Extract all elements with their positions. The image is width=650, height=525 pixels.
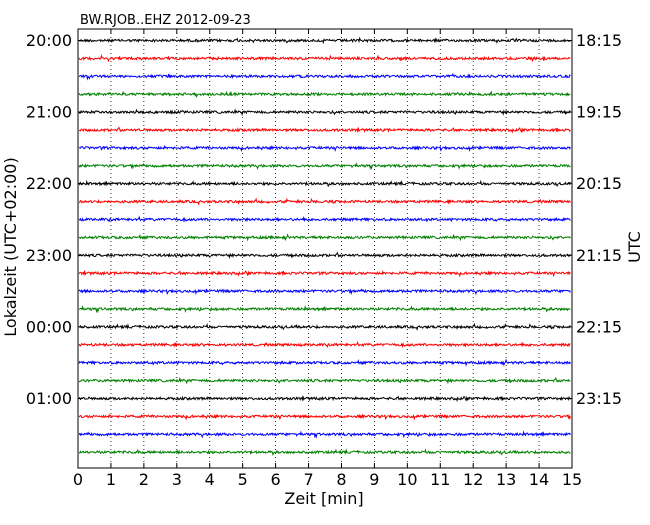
seismic-trace (78, 395, 571, 403)
y-tick-label-left: 01:00 (26, 389, 72, 408)
x-tick-label: 1 (106, 470, 116, 489)
y-axis-right-label: UTC (625, 231, 644, 263)
x-tick-label: 4 (205, 470, 215, 489)
seismic-trace (78, 233, 571, 242)
seismic-trace (78, 270, 571, 278)
x-tick-label: 8 (336, 470, 346, 489)
y-tick-label-left: 20:00 (26, 31, 72, 50)
x-tick-label: 5 (238, 470, 248, 489)
x-tick-label: 7 (303, 470, 313, 489)
x-tick-label: 2 (139, 470, 149, 489)
seismic-trace (78, 108, 571, 117)
y-tick-label-right: 21:15 (576, 246, 622, 265)
seismic-trace (78, 161, 571, 171)
x-tick-label: 10 (397, 470, 417, 489)
y-tick-label-left: 00:00 (26, 317, 72, 336)
y-tick-label-left: 23:00 (26, 246, 72, 265)
seismic-trace (78, 54, 571, 63)
seismic-trace (78, 36, 571, 45)
x-tick-label: 3 (172, 470, 182, 489)
seismic-trace (78, 90, 571, 99)
seismic-trace (78, 179, 571, 188)
y-axis-right: 18:15 19:15 20:15 21:15 22:15 23:15 (567, 31, 622, 408)
seismic-trace (78, 288, 571, 296)
seismic-trace (78, 144, 571, 153)
chart-title: BW.RJOB..EHZ 2012-09-23 (80, 13, 251, 28)
seismic-trace (78, 376, 571, 385)
x-tick-label: 14 (529, 470, 549, 489)
seismic-trace (78, 448, 571, 456)
x-tick-label: 9 (369, 470, 379, 489)
seismic-trace (78, 215, 571, 223)
y-axis-left: 20:00 21:00 22:00 23:00 00:00 01:00 (26, 31, 83, 408)
seismic-trace (78, 126, 571, 134)
x-axis-label: Zeit [min] (284, 489, 363, 508)
x-tick-label: 12 (463, 470, 483, 489)
x-tick-label: 6 (271, 470, 281, 489)
x-tick-label: 15 (562, 470, 582, 489)
seismic-trace (78, 358, 571, 367)
x-tick-label: 0 (73, 470, 83, 489)
seismic-trace (78, 73, 571, 81)
y-tick-label-right: 19:15 (576, 103, 622, 122)
y-tick-label-right: 23:15 (576, 389, 622, 408)
x-axis: 0 1 2 3 4 5 6 7 8 9 10 11 12 13 14 15 (73, 29, 582, 489)
seismic-trace (78, 251, 571, 260)
seismic-trace (78, 430, 571, 439)
y-tick-label-left: 21:00 (26, 103, 72, 122)
seismic-trace (78, 340, 571, 349)
x-tick-label: 11 (430, 470, 450, 489)
seismic-trace (78, 322, 571, 331)
y-tick-label-left: 22:00 (26, 174, 72, 193)
y-axis-left-label: Lokalzeit (UTC+02:00) (1, 157, 20, 336)
seismic-traces (78, 36, 571, 456)
y-tick-label-right: 18:15 (576, 31, 622, 50)
x-tick-label: 13 (496, 470, 516, 489)
y-tick-label-right: 22:15 (576, 317, 622, 336)
plot-frame (77, 28, 573, 469)
seismic-trace (78, 413, 571, 421)
seismic-trace (78, 197, 571, 206)
y-tick-label-right: 20:15 (576, 174, 622, 193)
seismic-trace (78, 304, 571, 314)
